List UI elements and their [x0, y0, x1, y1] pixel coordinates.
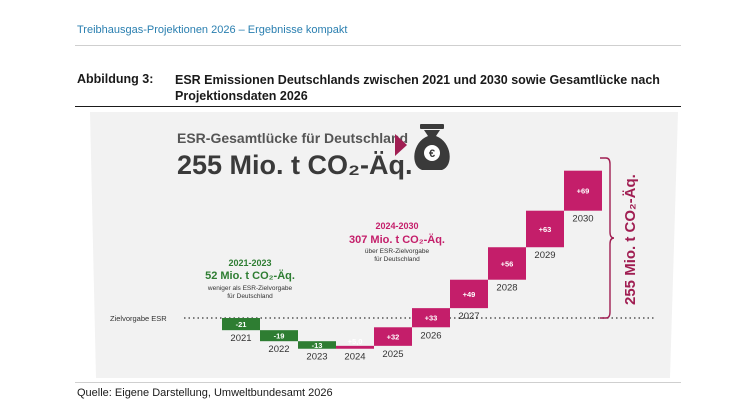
bar-value-label-2025: +32	[387, 333, 400, 342]
total-label: 255 Mio. t CO₂-Äq.	[622, 174, 639, 305]
annotation-text-2021-2023: weniger als ESR-Zielvorgabe	[207, 285, 293, 292]
year-label-2025: 2025	[382, 349, 403, 360]
year-label-2026: 2026	[420, 330, 441, 341]
year-label-2029: 2029	[534, 250, 555, 261]
source-rule	[75, 382, 681, 383]
bar-2023	[298, 341, 336, 349]
chart-title: ESR-Gesamtlücke für Deutschland	[177, 130, 408, 146]
bar-value-label-2026: +33	[425, 314, 438, 323]
bar-value-label-2030: +69	[577, 187, 590, 196]
figure-source: Quelle: Eigene Darstellung, Umweltbundes…	[77, 387, 333, 399]
bar-value-label-2022: -19	[274, 332, 285, 341]
pointer-arrow-icon	[395, 134, 407, 156]
bar-2027	[450, 279, 488, 309]
running-header: Treibhausgas-Projektionen 2026 – Ergebni…	[77, 24, 348, 36]
figure-label: Abbildung 3:	[77, 72, 154, 86]
year-label-2027: 2027	[458, 311, 479, 322]
money-bag-euro-icon: €	[414, 124, 450, 170]
chart-subtitle: 255 Mio. t CO₂-Äq.	[177, 150, 413, 180]
caption-rule	[75, 106, 681, 107]
bar-2024	[336, 345, 374, 349]
year-label-2023: 2023	[306, 352, 327, 363]
bar-2026	[412, 308, 450, 328]
annotation-period-2024-2030: 2024-2030	[375, 221, 418, 231]
bar-2029	[526, 210, 564, 248]
figure-caption: ESR Emissionen Deutschlands zwischen 202…	[175, 73, 660, 103]
bar-2028	[488, 247, 526, 280]
header-rule	[75, 45, 681, 46]
year-label-2030: 2030	[572, 214, 593, 225]
year-label-2021: 2021	[230, 333, 251, 344]
annotation-text-2024-2030-line2: für Deutschland	[374, 256, 420, 263]
bar-value-label-2027: +49	[463, 290, 476, 299]
annotation-period-2021-2023: 2021-2023	[228, 258, 271, 268]
bar-value-label-2023: -13	[312, 341, 323, 350]
reference-line-label: Zielvorgabe ESR	[110, 314, 167, 323]
svg-text:€: €	[429, 148, 435, 160]
bar-value-label-2024: +5,0	[348, 337, 363, 346]
bar-value-label-2021: -21	[236, 320, 247, 329]
bar-value-label-2028: +56	[501, 259, 514, 268]
annotation-value-2021-2023: 52 Mio. t CO₂-Äq.	[205, 269, 295, 282]
bar-2025	[374, 327, 412, 346]
annotation-value-2024-2030: 307 Mio. t CO₂-Äq.	[349, 233, 445, 246]
year-label-2024: 2024	[344, 352, 365, 363]
total-bracket	[600, 157, 615, 319]
bar-2030	[564, 170, 602, 211]
bar-2022	[260, 330, 298, 342]
bar-2021	[222, 318, 260, 331]
annotation-2021-2023: 2021-2023 52 Mio. t CO₂-Äq. weniger als …	[205, 258, 295, 300]
year-label-2028: 2028	[496, 283, 517, 294]
bar-value-label-2029: +63	[539, 225, 552, 234]
year-label-2022: 2022	[268, 344, 289, 355]
bar-series: -21 2021 -19 2022 -13 2023 +5,0 2024 +32 2025 +33 2…	[222, 170, 602, 363]
chart-background	[90, 112, 678, 378]
annotation-2024-2030: 2024-2030 307 Mio. t CO₂-Äq. über ESR-Zi…	[349, 221, 445, 263]
annotation-text-2024-2030: über ESR-Zielvorgabe	[365, 248, 430, 255]
annotation-text-2021-2023-line2: für Deutschland	[227, 293, 273, 300]
